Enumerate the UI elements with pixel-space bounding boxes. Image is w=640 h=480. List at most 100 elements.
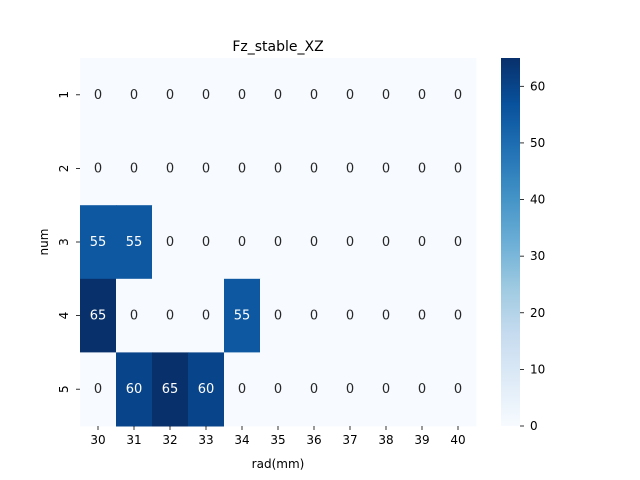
cell-annotation: 65 <box>162 382 179 397</box>
heatmap-cell <box>260 205 297 280</box>
cell-annotation: 0 <box>418 382 426 397</box>
y-tick-label: 4 <box>57 312 71 320</box>
cell-annotation: 55 <box>90 235 107 250</box>
colorbar-tick-label: 10 <box>530 362 545 376</box>
cell-annotation: 55 <box>126 235 143 250</box>
cell-annotation: 0 <box>202 235 210 250</box>
cell-annotation: 0 <box>274 88 282 103</box>
cell-annotation: 0 <box>454 235 462 250</box>
cell-annotation: 0 <box>454 382 462 397</box>
colorbar: 0 10 20 30 40 50 60 <box>501 58 545 433</box>
cell-annotation: 0 <box>418 309 426 324</box>
heatmap-cell <box>116 278 153 353</box>
heatmap-cell <box>296 131 333 206</box>
heatmap-cell <box>404 352 441 427</box>
heatmap-cell <box>188 352 225 427</box>
heatmap-cell <box>332 58 369 133</box>
cell-annotation: 0 <box>418 161 426 176</box>
x-axis: 30 31 32 33 34 35 36 37 38 39 40 <box>90 426 466 447</box>
cell-annotation: 0 <box>310 382 318 397</box>
y-tick-label: 2 <box>57 165 71 173</box>
cell-annotation: 0 <box>166 88 174 103</box>
heatmap-cell <box>188 205 225 280</box>
heatmap-cell <box>116 205 153 280</box>
heatmap-cell <box>224 58 261 133</box>
heatmap-cell <box>188 58 225 133</box>
heatmap-cell <box>152 58 189 133</box>
cell-annotation: 0 <box>418 88 426 103</box>
cell-annotation: 0 <box>382 88 390 103</box>
cell-annotation: 0 <box>346 382 354 397</box>
cell-annotation: 0 <box>382 382 390 397</box>
heatmap-cell <box>80 205 117 280</box>
cell-annotation: 0 <box>94 88 102 103</box>
heatmap-cell <box>152 352 189 427</box>
cell-annotation: 0 <box>382 235 390 250</box>
x-tick-label: 33 <box>198 433 213 447</box>
heatmap-cell <box>116 58 153 133</box>
heatmap-cell <box>224 278 261 353</box>
cell-annotation: 0 <box>382 161 390 176</box>
heatmap-cell <box>224 205 261 280</box>
x-tick-label: 36 <box>306 433 321 447</box>
cell-annotation: 0 <box>454 161 462 176</box>
y-tick-label: 1 <box>57 91 71 99</box>
heatmap-cell <box>260 278 297 353</box>
cell-annotation: 0 <box>130 309 138 324</box>
heatmap-cell <box>224 352 261 427</box>
x-tick-label: 31 <box>126 433 141 447</box>
cell-annotation: 0 <box>274 235 282 250</box>
cell-annotation: 0 <box>202 88 210 103</box>
colorbar-tick-label: 60 <box>530 79 545 93</box>
x-axis-label: rad(mm) <box>252 457 305 471</box>
heatmap-cells <box>80 58 477 427</box>
cell-annotation: 0 <box>94 382 102 397</box>
cell-annotation: 0 <box>94 161 102 176</box>
x-tick-label: 34 <box>234 433 249 447</box>
heatmap-cell <box>296 58 333 133</box>
heatmap-cell <box>296 352 333 427</box>
colorbar-gradient <box>501 58 520 426</box>
heatmap-cell <box>332 205 369 280</box>
heatmap-cell <box>404 278 441 353</box>
heatmap-cell <box>440 205 477 280</box>
heatmap-cell <box>260 131 297 206</box>
colorbar-tick-label: 50 <box>530 136 545 150</box>
cell-annotation: 60 <box>126 382 143 397</box>
y-tick-label: 3 <box>57 238 71 246</box>
x-tick-label: 32 <box>162 433 177 447</box>
cell-annotation: 60 <box>198 382 215 397</box>
y-axis-label: num <box>37 229 51 256</box>
cell-annotation: 0 <box>238 382 246 397</box>
cell-annotation: 0 <box>346 309 354 324</box>
cell-annotation: 0 <box>202 309 210 324</box>
cell-annotation: 0 <box>238 88 246 103</box>
heatmap-cell <box>116 131 153 206</box>
cell-annotation: 0 <box>166 309 174 324</box>
heatmap-cell <box>404 58 441 133</box>
heatmap-cell <box>296 205 333 280</box>
cell-annotations: 0 0 0 0 0 0 0 0 0 0 0 0 0 0 0 0 0 0 0 0 0 0 55 55 0 0 0 0 0 0 0 0 0 65 0 0 0… <box>90 88 462 397</box>
cell-annotation: 0 <box>310 161 318 176</box>
cell-annotation: 0 <box>130 88 138 103</box>
cell-annotation: 0 <box>238 235 246 250</box>
heatmap-cell <box>404 131 441 206</box>
cell-annotation: 0 <box>310 88 318 103</box>
heatmap-cell <box>368 131 405 206</box>
cell-annotation: 0 <box>310 235 318 250</box>
cell-annotation: 0 <box>274 382 282 397</box>
y-tick-label: 5 <box>57 385 71 393</box>
heatmap-cell <box>260 58 297 133</box>
cell-annotation: 0 <box>454 309 462 324</box>
heatmap-cell <box>440 352 477 427</box>
cell-annotation: 0 <box>166 161 174 176</box>
colorbar-tick-label: 20 <box>530 306 545 320</box>
cell-annotation: 0 <box>274 161 282 176</box>
heatmap-cell <box>80 131 117 206</box>
colorbar-tick-label: 0 <box>530 419 538 433</box>
cell-annotation: 0 <box>238 161 246 176</box>
cell-annotation: 0 <box>382 309 390 324</box>
cell-annotation: 0 <box>166 235 174 250</box>
heatmap-cell <box>224 131 261 206</box>
